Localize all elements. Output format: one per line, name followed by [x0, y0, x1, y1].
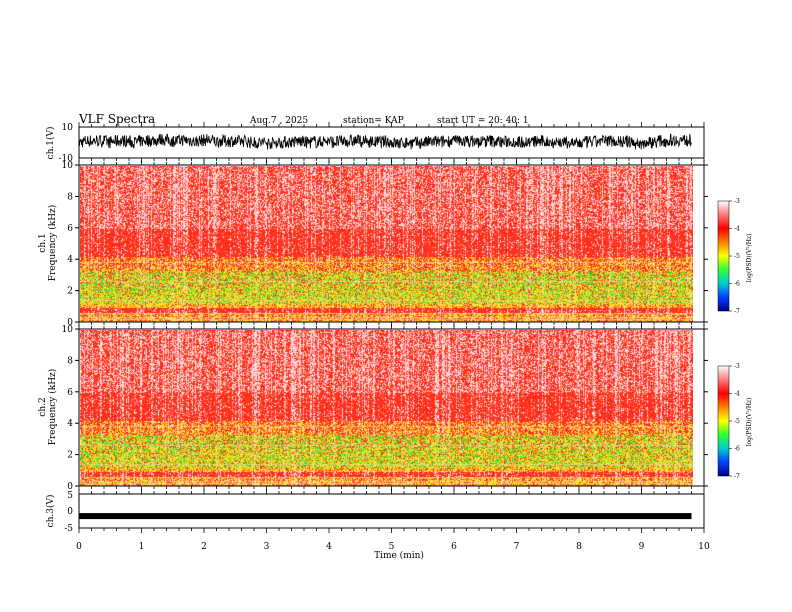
- ch1-waveform-panel: 10 -10 ch.1(V): [45, 123, 705, 164]
- figure-title: VLF Spectra: [78, 112, 155, 126]
- ch3-waveform-frame: [78, 493, 705, 529]
- ch3-waveform-trace: [79, 513, 692, 520]
- ch1-waveform-trace: [78, 133, 692, 150]
- ch1-colorbar: -3 -4 -5 -6 -7 log(PSD)(V²/Hz): [717, 198, 753, 315]
- ch3-waveform-ylabel: ch.3(V): [45, 495, 56, 528]
- ch1-waveform-ylabel: ch.1(V): [45, 127, 56, 160]
- start-time-label: start UT = 20: 40: 1: [437, 116, 529, 126]
- ch1-colorbar-tick-label: -5: [734, 253, 740, 260]
- ch2-colorbar-tick-label: -6: [734, 446, 740, 453]
- ch2-colorbar-label: log(PSD)(V²/Hz): [746, 398, 753, 447]
- ch2-spectrogram-ytick-label: 4: [67, 419, 73, 429]
- ch1-spectrogram-ylabel-freq: Frequency (kHz): [47, 205, 58, 282]
- ch3-ytick-bottom: -5: [64, 524, 73, 534]
- ch2-colorbar-tick-label: -5: [734, 418, 740, 425]
- ch2-spectrogram-ytick-label: 8: [67, 356, 73, 366]
- ch2-spectrogram-ytick-label: 6: [67, 388, 73, 398]
- time-tick-label: 9: [639, 542, 645, 552]
- ch2-spectrogram-ytick-label: 10: [62, 325, 74, 335]
- ch2-spectrogram-ytick-label: 0: [67, 482, 73, 492]
- ch1-spectrogram-ytick-label: 4: [67, 255, 73, 265]
- ch2-spectrogram-ytick-label: 2: [67, 451, 73, 461]
- ch1-spectrogram-ytick-label: 6: [67, 224, 73, 234]
- ch1-spectrogram-ytick-label: 8: [67, 192, 73, 202]
- station-label: station= KAP: [343, 116, 404, 126]
- time-tick-label: 4: [326, 542, 332, 552]
- ch2-spectrogram-image: [80, 330, 693, 486]
- time-tick-label: 5: [389, 542, 395, 552]
- ch3-waveform-panel: 5 0 -5 ch.3(V) Time (min): [45, 491, 705, 561]
- ch2-spectrogram-ylabel: ch.2: [38, 397, 48, 416]
- x-axis-label: Time (min): [374, 550, 424, 561]
- ch1-spectrogram-ytick-label: 2: [67, 287, 73, 297]
- ch1-spectrogram-panel: 0 2 4 6 8 10 ch.1 Frequency (kHz): [38, 161, 708, 328]
- ch2-colorbar-tick-label: -3: [734, 363, 740, 370]
- ch1-colorbar-tick-label: -6: [734, 281, 740, 288]
- ch1-colorbar-tick-label: -7: [734, 308, 740, 315]
- time-tick-label: 1: [139, 542, 145, 552]
- ch2-colorbar-tick-label: -7: [734, 473, 740, 480]
- ch3-ytick-mid: 0: [67, 507, 73, 517]
- time-tick-label: 10: [698, 542, 710, 552]
- ch2-colorbar: -3 -4 -5 -6 -7 log(PSD)(V²/Hz): [717, 363, 753, 480]
- ch1-colorbar-tick-label: -3: [734, 198, 740, 205]
- time-tick-label: 2: [201, 542, 207, 552]
- ch1-colorbar-label: log(PSD)(V²/Hz): [746, 234, 753, 283]
- time-axis-labels: 0 1 2 3 4 5 6 7 8 9 10: [76, 542, 710, 552]
- ch1-spectrogram-image: [80, 166, 693, 322]
- time-tick-label: 0: [76, 542, 82, 552]
- ch1-colorbar-tick-label: -4: [734, 226, 740, 233]
- ch2-spectrogram-panel: 0 2 4 6 8 10 ch.2 Frequency (kHz): [38, 325, 708, 492]
- ch2-colorbar-scale: [717, 365, 730, 477]
- ch1-spectrogram-ytick-label: 0: [67, 318, 73, 328]
- ch1-spectrogram-ylabel: ch.1: [38, 233, 48, 252]
- time-tick-label: 6: [451, 542, 457, 552]
- time-tick-label: 7: [514, 542, 520, 552]
- ch2-spectrogram-ylabel-freq: Frequency (kHz): [47, 369, 58, 446]
- time-tick-label: 8: [576, 542, 582, 552]
- ch1-spectrogram-ytick-label: 10: [62, 161, 74, 171]
- ch2-colorbar-tick-label: -4: [734, 391, 740, 398]
- ch1-ytick-bottom: -10: [59, 154, 74, 164]
- date-label: Aug.7 , 2025: [249, 116, 308, 126]
- ch1-ytick-top: 10: [62, 123, 74, 133]
- time-tick-label: 3: [264, 542, 270, 552]
- ch1-colorbar-scale: [717, 200, 730, 312]
- ch3-ytick-top: 5: [67, 491, 73, 501]
- time-axis-ticks: [78, 122, 705, 533]
